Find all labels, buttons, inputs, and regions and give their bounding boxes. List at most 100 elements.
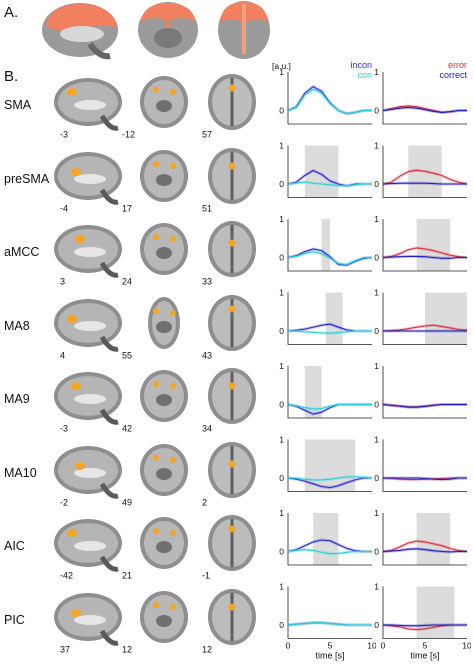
y-tick-label: 1 (374, 288, 379, 298)
row-brains-ma10: -2 49 2 (54, 441, 256, 507)
coronal-slice (140, 76, 188, 128)
coronal-slice (148, 296, 180, 349)
slice-number: 55 (122, 350, 132, 360)
slice-number: 51 (202, 203, 212, 213)
row-label-ma10: MA10 (4, 465, 37, 480)
y-tick-label: 1 (279, 67, 284, 77)
significance-shade (416, 513, 451, 565)
plot-row-2: 01 (279, 214, 373, 272)
coronal-slice (140, 517, 188, 569)
slice-number: -42 (60, 571, 73, 581)
y-tick-label: 0 (374, 253, 379, 263)
correct-line (382, 182, 467, 185)
panel-a-axial (218, 1, 270, 59)
plot-row-4: 01 (374, 361, 467, 419)
panel-a-label: A. (4, 4, 19, 21)
sagittal-slice (54, 225, 122, 278)
plot-row-1: 01 (374, 141, 468, 198)
axial-slice (208, 294, 256, 351)
y-axis-label: [a.u.] (272, 61, 291, 71)
row-brains-ma8: 4 55 43 (54, 294, 256, 360)
error-line (382, 477, 467, 481)
error-line (382, 247, 468, 259)
y-tick-label: 1 (279, 141, 284, 151)
con-line (287, 549, 372, 555)
sagittal-slice (54, 372, 122, 425)
y-tick-label: 0 (279, 620, 284, 630)
axis (287, 72, 372, 125)
y-tick-label: 0 (374, 473, 379, 483)
y-tick-label: 0 (279, 253, 284, 263)
error-line (382, 169, 468, 185)
axial-slice (208, 515, 256, 571)
axis (287, 292, 372, 345)
slice-number: -2 (60, 497, 68, 507)
sagittal-slice (54, 298, 122, 352)
panel-a-sagittal (42, 3, 118, 60)
slice-number: 21 (122, 571, 132, 581)
x-tick-label: 10 (462, 641, 471, 651)
panel-b-label: B. (4, 68, 19, 85)
correct-line (382, 255, 467, 259)
row-label-aic: AIC (4, 539, 25, 553)
significance-shade (416, 219, 451, 271)
row-label-amcc: aMCC (4, 245, 40, 259)
y-tick-label: 1 (279, 361, 284, 371)
incon-line (287, 248, 373, 266)
coronal-slice (140, 443, 188, 496)
slice-number: -12 (122, 130, 135, 140)
axis (287, 145, 372, 198)
y-tick-label: 1 (374, 67, 379, 77)
axis (382, 439, 467, 492)
axis (382, 145, 467, 198)
legend-incon: incon (350, 60, 372, 70)
axis (382, 586, 467, 639)
axis (382, 219, 467, 272)
plot-row-0: 01 (374, 67, 467, 125)
slice-number: 57 (202, 130, 212, 140)
axis (287, 586, 372, 639)
coronal-slice (140, 149, 188, 202)
axis (287, 513, 372, 566)
y-tick-label: 1 (374, 508, 379, 518)
y-tick-label: 0 (374, 179, 379, 189)
row-label-sma: SMA (4, 98, 32, 112)
slice-number: -4 (60, 203, 68, 213)
slice-number: -3 (60, 424, 68, 434)
y-tick-label: 1 (279, 435, 284, 445)
row-label-ma9: MA9 (4, 392, 30, 406)
y-tick-label: 1 (374, 435, 379, 445)
y-tick-label: 1 (374, 214, 379, 224)
legend-con: con (357, 70, 372, 80)
slice-number: 33 (202, 277, 212, 287)
significance-shade (425, 292, 467, 345)
coronal-slice (140, 223, 188, 275)
correct-line (383, 477, 467, 481)
row-brains-presma: -4 17 51 (54, 147, 256, 213)
row-brains-ma9: -3 42 34 (54, 368, 256, 434)
plot-row-6: 01 (279, 508, 372, 566)
plot-row-3: 01 (279, 288, 372, 345)
y-tick-label: 1 (279, 508, 284, 518)
slice-number: 17 (122, 203, 132, 213)
axis (287, 219, 372, 272)
sagittal-slice (54, 151, 122, 205)
x-tick-label: 5 (328, 641, 333, 651)
sagittal-slice (54, 78, 122, 131)
axis (382, 292, 467, 345)
significance-shade (325, 292, 343, 345)
axial-slice (208, 221, 256, 277)
plot-row-0: 01 (279, 67, 372, 125)
plot-row-6: 01 (374, 508, 468, 566)
plot-row-5: 01 (374, 435, 467, 492)
slice-number: 12 (202, 644, 212, 654)
slice-number: 2 (202, 497, 207, 507)
significance-shade (416, 586, 455, 639)
y-tick-label: 0 (279, 400, 284, 410)
row-label-pic: PIC (4, 612, 25, 627)
error-line (382, 324, 468, 332)
y-tick-label: 0 (279, 106, 284, 116)
y-tick-label: 1 (279, 214, 284, 224)
con-line (288, 330, 372, 334)
